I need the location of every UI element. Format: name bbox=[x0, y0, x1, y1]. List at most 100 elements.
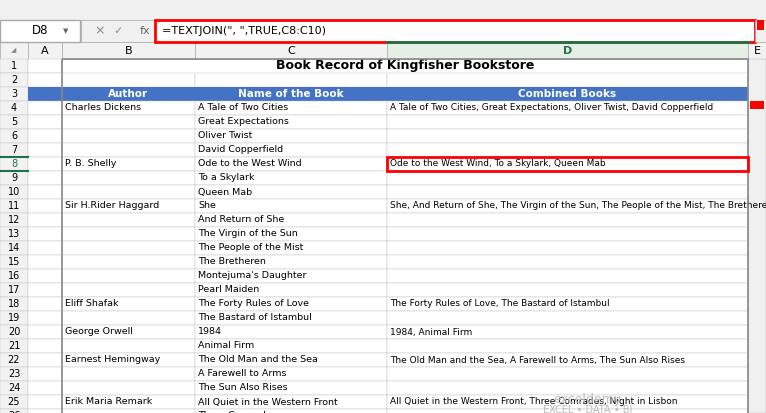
Text: 17: 17 bbox=[8, 285, 20, 295]
Bar bbox=[62, 199, 195, 213]
Bar bbox=[28, 409, 62, 413]
Text: 9: 9 bbox=[11, 173, 17, 183]
Bar bbox=[387, 381, 748, 395]
Bar bbox=[0, 227, 28, 241]
Text: Earnest Hemingway: Earnest Hemingway bbox=[65, 356, 160, 365]
Text: A: A bbox=[41, 45, 49, 55]
Bar bbox=[0, 325, 28, 339]
Text: EXCEL • DATA • BI: EXCEL • DATA • BI bbox=[543, 405, 632, 413]
Bar bbox=[62, 283, 195, 297]
Text: ✓: ✓ bbox=[113, 26, 123, 36]
Text: E: E bbox=[754, 45, 761, 55]
Bar bbox=[62, 101, 195, 115]
Bar bbox=[155, 20, 755, 42]
Text: Animal Firm: Animal Firm bbox=[198, 342, 254, 351]
Text: 5: 5 bbox=[11, 117, 17, 127]
Bar bbox=[387, 143, 748, 157]
Bar bbox=[387, 101, 748, 115]
Bar bbox=[195, 213, 387, 227]
Bar bbox=[387, 297, 748, 311]
Text: 7: 7 bbox=[11, 145, 17, 155]
Text: 1984: 1984 bbox=[198, 328, 222, 337]
Bar bbox=[387, 353, 748, 367]
Bar bbox=[195, 241, 387, 255]
Text: Erik Maria Remark: Erik Maria Remark bbox=[65, 397, 152, 406]
Bar bbox=[387, 339, 748, 353]
Bar bbox=[0, 213, 28, 227]
Bar bbox=[28, 325, 62, 339]
Text: She: She bbox=[198, 202, 216, 211]
Bar bbox=[387, 42, 748, 59]
Bar bbox=[387, 283, 748, 297]
Bar bbox=[387, 157, 748, 171]
Text: 20: 20 bbox=[8, 327, 20, 337]
Bar bbox=[195, 255, 387, 269]
Bar bbox=[28, 241, 62, 255]
Text: D: D bbox=[563, 45, 572, 55]
Text: 1: 1 bbox=[11, 61, 17, 71]
Bar bbox=[0, 367, 28, 381]
Bar bbox=[28, 269, 62, 283]
Text: 1984, Animal Firm: 1984, Animal Firm bbox=[390, 328, 473, 337]
Bar bbox=[62, 227, 195, 241]
Bar bbox=[0, 129, 28, 143]
Bar bbox=[195, 87, 387, 101]
Bar bbox=[387, 227, 748, 241]
Bar bbox=[0, 42, 28, 59]
Text: P. B. Shelly: P. B. Shelly bbox=[65, 159, 116, 169]
Text: 13: 13 bbox=[8, 229, 20, 239]
Bar bbox=[757, 20, 764, 30]
Text: The Forty Rules of Love, The Bastard of Istambul: The Forty Rules of Love, The Bastard of … bbox=[390, 299, 610, 309]
Text: Name of the Book: Name of the Book bbox=[238, 89, 344, 99]
Bar bbox=[62, 269, 195, 283]
Text: The Virgin of the Sun: The Virgin of the Sun bbox=[198, 230, 298, 238]
Text: All Quiet in the Western Front, Three Comrades, Night in Lisbon: All Quiet in the Western Front, Three Co… bbox=[390, 397, 677, 406]
Bar bbox=[195, 115, 387, 129]
Bar bbox=[387, 73, 748, 87]
Text: Pearl Maiden: Pearl Maiden bbox=[198, 285, 259, 294]
Text: 10: 10 bbox=[8, 187, 20, 197]
Bar bbox=[195, 199, 387, 213]
Bar bbox=[387, 171, 748, 185]
Bar bbox=[28, 59, 62, 73]
Text: Montejuma's Daughter: Montejuma's Daughter bbox=[198, 271, 306, 280]
Text: fx: fx bbox=[139, 26, 150, 36]
Text: Combined Books: Combined Books bbox=[519, 89, 617, 99]
Bar bbox=[62, 311, 195, 325]
Text: And Return of She: And Return of She bbox=[198, 216, 284, 225]
Bar bbox=[195, 42, 387, 59]
Bar bbox=[62, 325, 195, 339]
Bar bbox=[0, 241, 28, 255]
Bar bbox=[28, 213, 62, 227]
Bar bbox=[195, 395, 387, 409]
Bar bbox=[195, 129, 387, 143]
Bar bbox=[0, 339, 28, 353]
Bar bbox=[750, 101, 764, 109]
Text: 12: 12 bbox=[8, 215, 20, 225]
Bar bbox=[28, 87, 62, 101]
Bar bbox=[28, 115, 62, 129]
Bar bbox=[28, 311, 62, 325]
Bar bbox=[62, 59, 748, 413]
Text: Ode to the West Wind, To a Skylark, Queen Mab: Ode to the West Wind, To a Skylark, Quee… bbox=[390, 159, 606, 169]
Bar bbox=[195, 143, 387, 157]
Bar bbox=[0, 115, 28, 129]
Bar bbox=[28, 367, 62, 381]
Text: 24: 24 bbox=[8, 383, 20, 393]
Bar bbox=[0, 73, 28, 87]
Bar bbox=[62, 157, 195, 171]
Text: The Bastard of Istambul: The Bastard of Istambul bbox=[198, 313, 312, 323]
Text: The Old Man and the Sea, A Farewell to Arms, The Sun Also Rises: The Old Man and the Sea, A Farewell to A… bbox=[390, 356, 685, 365]
Text: 22: 22 bbox=[8, 355, 20, 365]
Bar bbox=[62, 42, 195, 59]
Bar bbox=[28, 185, 62, 199]
Bar bbox=[748, 59, 766, 413]
Bar bbox=[195, 185, 387, 199]
Bar bbox=[62, 171, 195, 185]
Text: Oliver Twist: Oliver Twist bbox=[198, 131, 252, 140]
Bar bbox=[195, 73, 387, 87]
Bar bbox=[0, 87, 28, 101]
Text: ×: × bbox=[95, 24, 105, 38]
Bar bbox=[28, 297, 62, 311]
Bar bbox=[0, 157, 28, 171]
